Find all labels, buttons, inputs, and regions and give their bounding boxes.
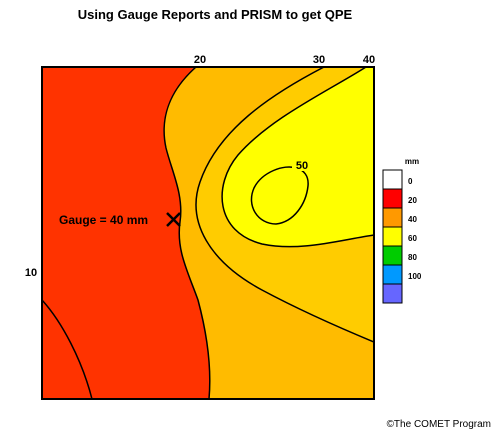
legend-label: 100 bbox=[408, 272, 422, 281]
zone-40-plus bbox=[222, 67, 374, 247]
contour-label-50: 50 bbox=[296, 160, 308, 172]
legend-swatch bbox=[382, 207, 403, 228]
legend-label: 0 bbox=[408, 177, 413, 186]
contour-label-50-bg bbox=[292, 158, 312, 171]
legend-label: 60 bbox=[408, 234, 417, 243]
contour-label-10: 10 bbox=[25, 267, 37, 279]
map-border bbox=[41, 66, 375, 400]
legend-label: 20 bbox=[408, 196, 417, 205]
precip-map bbox=[42, 67, 374, 399]
contour-label-40: 40 bbox=[363, 54, 375, 66]
gauge-label: Gauge = 40 mm bbox=[59, 213, 148, 227]
legend-label: 40 bbox=[408, 215, 417, 224]
legend-swatch bbox=[382, 264, 403, 285]
copyright-credit: ©The COMET Program bbox=[386, 419, 491, 430]
contour-line-50 bbox=[250, 166, 309, 225]
diagram-title: Using Gauge Reports and PRISM to get QPE bbox=[77, 7, 353, 22]
legend-swatch bbox=[382, 245, 403, 266]
legend-unit: mm bbox=[405, 157, 419, 166]
contour-line-10 bbox=[42, 299, 93, 399]
contour-line-40 bbox=[221, 67, 374, 248]
contour-line-20 bbox=[163, 67, 211, 399]
contour-line-30 bbox=[195, 67, 374, 343]
legend-swatch bbox=[382, 188, 403, 209]
legend-label: 80 bbox=[408, 253, 417, 262]
contour-label-30: 30 bbox=[313, 54, 325, 66]
contour-label-20: 20 bbox=[194, 54, 206, 66]
x-icon bbox=[166, 212, 181, 227]
legend-swatch bbox=[382, 169, 403, 190]
legend-swatch bbox=[382, 283, 403, 304]
color-legend: mm 0 20 40 60 80 100 bbox=[382, 157, 422, 304]
legend-swatch bbox=[382, 226, 403, 247]
